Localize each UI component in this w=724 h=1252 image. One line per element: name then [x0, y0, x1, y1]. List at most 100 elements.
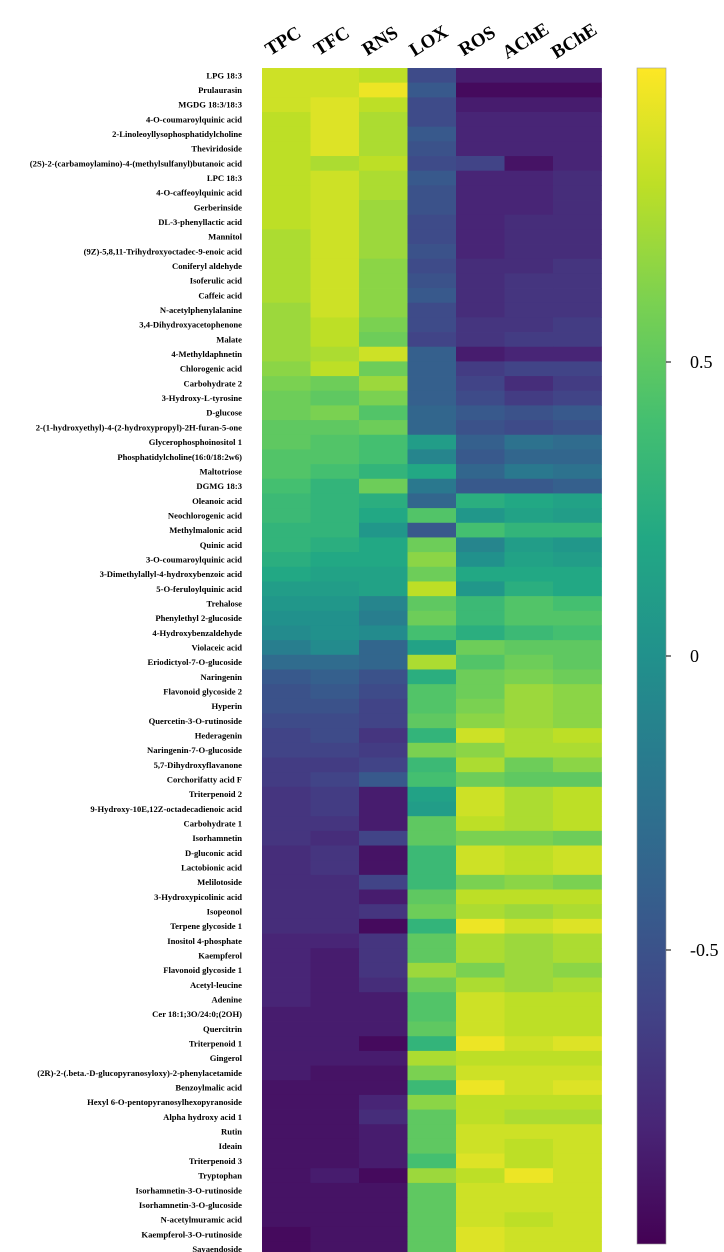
- heatmap-cell: [504, 874, 554, 890]
- heatmap-cell: [262, 1036, 311, 1052]
- heatmap-cell: [456, 346, 505, 362]
- heatmap-cell: [359, 904, 408, 920]
- heatmap-cell: [456, 97, 505, 113]
- heatmap-cell: [310, 185, 360, 201]
- heatmap-cell: [262, 1212, 311, 1228]
- heatmap-cell: [456, 889, 505, 905]
- row-label: DGMG 18:3: [196, 481, 242, 491]
- heatmap-cell: [553, 904, 602, 920]
- heatmap-cell: [553, 508, 602, 524]
- heatmap-cell: [407, 1050, 457, 1066]
- heatmap-cell: [553, 1124, 602, 1140]
- row-label: Naringenin: [200, 672, 242, 682]
- heatmap-cell: [310, 992, 360, 1008]
- heatmap-cell: [407, 288, 457, 304]
- row-label: 3-Dimethylallyl-4-hydroxybenzoic acid: [100, 569, 243, 579]
- heatmap-cell: [407, 361, 457, 377]
- heatmap-cell: [456, 1109, 505, 1125]
- colorbar-tick-label: 0.5: [690, 352, 713, 372]
- heatmap-cell: [504, 1138, 554, 1154]
- heatmap-cell: [456, 786, 505, 802]
- heatmap-cell: [310, 126, 360, 142]
- heatmap-cell: [504, 508, 554, 524]
- heatmap-cell: [262, 552, 311, 568]
- heatmap-cell: [262, 1226, 311, 1242]
- row-label: N-acetylmuramic acid: [161, 1215, 243, 1225]
- heatmap-cell: [407, 376, 457, 392]
- heatmap-cell: [553, 141, 602, 157]
- heatmap-cell: [359, 464, 408, 480]
- heatmap-cell: [407, 258, 457, 274]
- heatmap-cell: [456, 156, 505, 172]
- heatmap-cell: [262, 948, 311, 964]
- heatmap-cell: [359, 449, 408, 465]
- heatmap-cell: [553, 1182, 602, 1198]
- heatmap-cell: [553, 420, 602, 436]
- heatmap-cell: [262, 464, 311, 480]
- heatmap-cell: [359, 874, 408, 890]
- heatmap-cell: [407, 1124, 457, 1140]
- heatmap-cell: [504, 229, 554, 245]
- heatmap-cell: [456, 522, 505, 538]
- heatmap-cell: [456, 772, 505, 788]
- heatmap-cell: [407, 1168, 457, 1184]
- heatmap-cell: [310, 1138, 360, 1154]
- row-label: Trehalose: [207, 598, 243, 608]
- heatmap-cell: [504, 772, 554, 788]
- heatmap-cell: [407, 185, 457, 201]
- heatmap-cell: [262, 830, 311, 846]
- heatmap-cell: [310, 170, 360, 186]
- heatmap-cell: [310, 1168, 360, 1184]
- heatmap-cell: [553, 625, 602, 641]
- heatmap-cell: [456, 698, 505, 714]
- heatmap-cell: [456, 420, 505, 436]
- heatmap-cell: [359, 830, 408, 846]
- heatmap-cell: [359, 214, 408, 230]
- heatmap-cell: [359, 728, 408, 744]
- heatmap-cell: [456, 302, 505, 318]
- heatmap-cell: [359, 610, 408, 626]
- heatmap-cell: [553, 522, 602, 538]
- heatmap-cell: [359, 933, 408, 949]
- heatmap-cell: [359, 97, 408, 113]
- heatmap-cell: [456, 1094, 505, 1110]
- heatmap-cell: [553, 97, 602, 113]
- heatmap-cell: [310, 1109, 360, 1125]
- heatmap-cell: [456, 1197, 505, 1213]
- heatmap-cell: [262, 786, 311, 802]
- heatmap-cell: [407, 552, 457, 568]
- heatmap-cell: [407, 302, 457, 318]
- row-label: Ideain: [219, 1141, 243, 1151]
- heatmap-cell: [504, 156, 554, 172]
- heatmap-cell: [262, 68, 311, 84]
- row-label: Coniferyl aldehyde: [172, 261, 242, 271]
- heatmap-cell: [407, 860, 457, 876]
- heatmap-cell: [553, 156, 602, 172]
- heatmap-cell: [262, 537, 311, 553]
- heatmap-cell: [407, 405, 457, 421]
- heatmap-cell: [456, 1168, 505, 1184]
- heatmap-cell: [456, 1036, 505, 1052]
- heatmap-cell: [310, 1050, 360, 1066]
- heatmap-cell: [504, 1109, 554, 1125]
- heatmap-cell: [310, 288, 360, 304]
- heatmap-cell: [310, 449, 360, 465]
- heatmap-cell: [504, 273, 554, 289]
- heatmap-cell: [262, 845, 311, 861]
- heatmap-cell: [456, 654, 505, 670]
- heatmap-cell: [407, 68, 457, 84]
- heatmap-cell: [359, 258, 408, 274]
- heatmap-cell: [310, 654, 360, 670]
- heatmap-cell: [456, 1065, 505, 1081]
- heatmap-cell: [553, 552, 602, 568]
- heatmap-cell: [262, 1124, 311, 1140]
- heatmap-cell: [504, 244, 554, 260]
- heatmap-cell: [262, 1168, 311, 1184]
- heatmap-cell: [553, 1006, 602, 1022]
- heatmap-cell: [359, 654, 408, 670]
- row-label: (2S)-2-(carbamoylamino)-4-(methylsulfany…: [30, 158, 242, 168]
- heatmap-cell: [504, 200, 554, 216]
- heatmap-cell: [504, 962, 554, 978]
- heatmap-cell: [359, 508, 408, 524]
- heatmap-cell: [456, 1050, 505, 1066]
